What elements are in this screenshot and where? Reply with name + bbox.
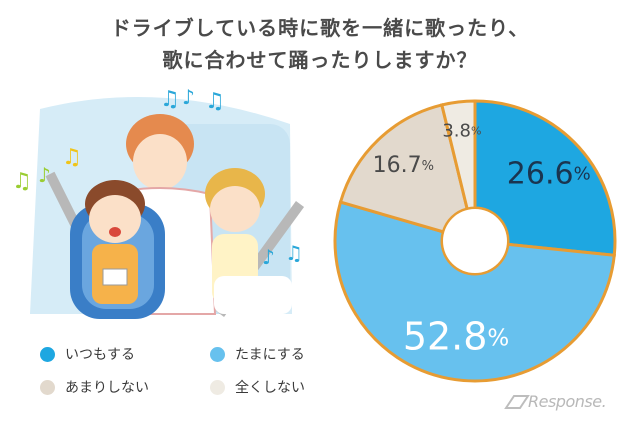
legend-item: いつもする (40, 344, 135, 364)
mother-face (133, 134, 187, 190)
pie-slice (333, 200, 616, 383)
legend-swatch (210, 379, 225, 395)
svg-text:♫: ♫ (160, 87, 180, 112)
legend-swatch (40, 346, 55, 362)
legend-label: たまにする (235, 347, 305, 363)
family-car-illustration: ♫ ♪ ♫ ♫ ♪ ♫ ♪ ♫ (12, 85, 305, 319)
svg-text:♫: ♫ (62, 145, 82, 170)
svg-text:♪: ♪ (182, 85, 195, 109)
svg-text:♫: ♫ (285, 241, 303, 265)
legend-item: たまにする (210, 344, 305, 364)
pie-slice (440, 99, 477, 211)
pie-slice (338, 103, 470, 234)
data-label: 26.6% (507, 156, 591, 191)
legend-swatch (210, 346, 225, 362)
legend-item: あまりしない (40, 377, 149, 397)
legend-label: いつもする (65, 347, 135, 363)
music-note-icon: ♫ ♪ ♫ ♫ ♪ ♫ ♪ ♫ (12, 85, 303, 269)
svg-text:♫: ♫ (12, 169, 32, 194)
pie-slice (473, 99, 617, 257)
boy-face (89, 195, 141, 243)
legend-item: 全くしない (210, 377, 305, 397)
legend-label: あまりしない (65, 380, 149, 396)
svg-text:♪: ♪ (262, 245, 275, 269)
legend-label: 全くしない (235, 380, 305, 396)
donut-chart: 26.6% 52.8% 16.7% 3.8% (333, 99, 617, 383)
svg-text:♪: ♪ (38, 163, 51, 187)
chart-title-line-1: ドライブしている時に歌を一緒に歌ったり、 (110, 16, 530, 40)
response-logo-icon (504, 395, 530, 409)
data-label: 52.8% (403, 314, 509, 358)
data-label: 3.8% (442, 121, 481, 142)
boy-mouth (109, 227, 121, 237)
legend-swatch (40, 379, 55, 395)
data-label: 16.7% (373, 153, 434, 178)
svg-text:♫: ♫ (205, 89, 225, 114)
chart-title-line-2: 歌に合わせて踊ったりしますか？ (162, 48, 478, 72)
boy-buckle (102, 268, 128, 286)
watermark: Response. (528, 392, 607, 411)
girl-face (210, 186, 260, 232)
blank-speech-bubble (214, 276, 292, 314)
donut-hole (443, 209, 507, 273)
